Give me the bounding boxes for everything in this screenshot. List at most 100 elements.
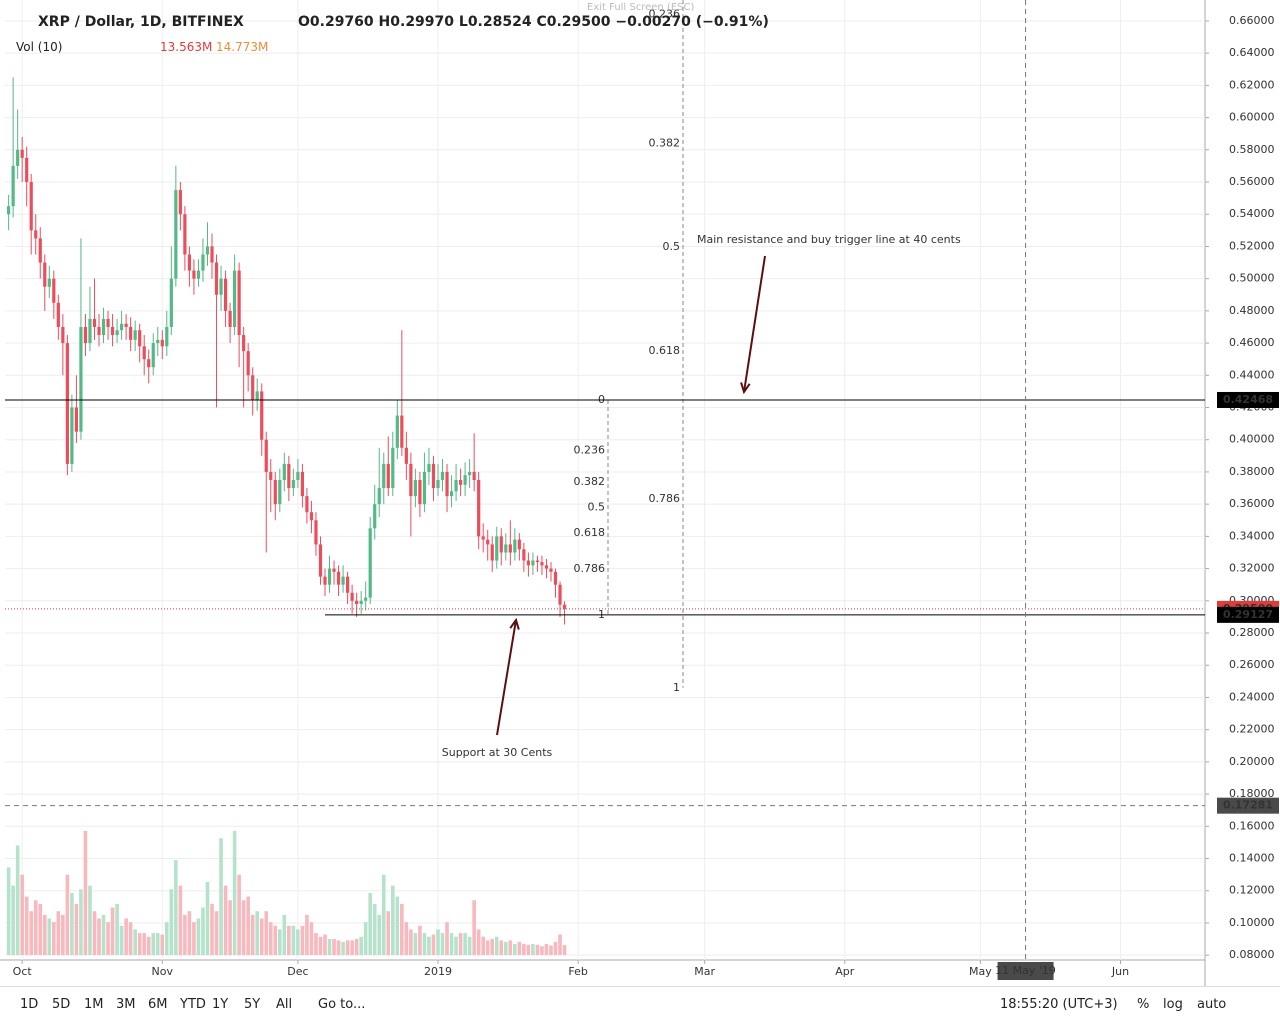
volume-bar: [409, 929, 413, 955]
candle-body: [255, 391, 259, 400]
candle-body: [544, 565, 549, 569]
candle-body: [400, 415, 404, 448]
fib-level: 0.618: [574, 526, 606, 539]
candle-body: [504, 544, 508, 553]
volume-bar: [287, 925, 291, 955]
volume-bar: [418, 925, 422, 955]
candle-body: [47, 278, 51, 287]
fib-level: 0.786: [649, 492, 681, 505]
volume-bar: [56, 911, 61, 955]
y-tick-label: 0.24000: [1229, 690, 1275, 703]
volume-bar: [449, 933, 454, 955]
candle-body: [43, 262, 47, 287]
range-button[interactable]: 1M: [84, 997, 104, 1012]
volume-bar: [354, 938, 359, 955]
candle-body: [449, 491, 454, 497]
volume-bar: [372, 903, 377, 955]
volume-bar: [74, 903, 79, 955]
volume-bar: [531, 944, 535, 955]
volume-bar: [24, 896, 29, 955]
scale-option[interactable]: auto: [1197, 997, 1227, 1012]
candle-body: [377, 488, 381, 505]
volume-bar: [318, 936, 323, 955]
candle-body: [463, 475, 467, 485]
volume-bar: [151, 933, 156, 955]
candle-body: [282, 463, 286, 480]
candle-body: [65, 343, 69, 464]
toolbar: Go to... 18:55:20 (UTC+3) 1D 5D 1M 3M 6M YTD 1…: [0, 986, 1280, 1025]
volume-bar: [155, 933, 160, 955]
candle-body: [251, 375, 255, 400]
x-tick-label: Nov: [152, 965, 174, 978]
candle-body: [472, 471, 476, 480]
volume-bar: [52, 922, 56, 955]
range-button[interactable]: 1Y: [212, 997, 229, 1012]
range-button[interactable]: YTD: [180, 997, 206, 1012]
candle-body: [174, 190, 178, 279]
candle-body: [129, 326, 133, 340]
candle-body: [355, 600, 359, 605]
candle-body: [418, 480, 422, 505]
candle-body: [70, 407, 74, 464]
volume-bar: [508, 940, 513, 955]
candle-body: [187, 254, 192, 271]
volume-bar: [314, 933, 318, 955]
range-button[interactable]: 5D: [52, 997, 71, 1012]
range-button[interactable]: 6M: [148, 997, 168, 1012]
y-tick-label: 0.18000: [1229, 787, 1275, 800]
volume-label[interactable]: Vol (10): [16, 40, 63, 54]
volume-bar: [29, 911, 34, 955]
candle-body: [52, 278, 56, 303]
candle-body: [183, 214, 187, 255]
volume-bar: [386, 911, 391, 955]
volume-bar: [427, 936, 431, 955]
symbol[interactable]: XRP / Dollar, 1D, BITFINEX: [38, 14, 244, 30]
y-tick-label: 0.66000: [1229, 14, 1275, 27]
volume-bar: [282, 914, 287, 955]
candle-body: [445, 471, 449, 497]
fib-level: 0.382: [649, 136, 681, 149]
candle-body: [404, 447, 408, 464]
clock: 18:55:20 (UTC+3): [1000, 997, 1118, 1012]
scale-option[interactable]: log: [1163, 997, 1183, 1012]
volume-bar: [128, 922, 133, 955]
volume-bar: [214, 911, 219, 955]
volume-bar: [187, 911, 192, 955]
ohlc: O0.29760 H0.29970 L0.28524 C0.29500 −0.0…: [298, 14, 769, 30]
y-tick-label: 0.08000: [1229, 948, 1275, 961]
range-button[interactable]: 3M: [116, 997, 136, 1012]
candle-body: [553, 571, 558, 585]
candle-body: [178, 190, 182, 215]
candle-body: [138, 330, 142, 347]
volume-bar: [431, 934, 436, 955]
scale-option[interactable]: %: [1137, 997, 1150, 1012]
candle-body: [192, 270, 196, 279]
candle-body: [522, 549, 526, 561]
candle-body: [517, 539, 521, 550]
volume-bar: [273, 925, 278, 955]
candle-body: [436, 480, 440, 489]
candle-body: [458, 480, 463, 485]
candle-body: [156, 339, 160, 344]
candle-body: [169, 278, 173, 327]
volume-bar: [467, 936, 472, 955]
volume-bar: [413, 933, 418, 955]
goto[interactable]: Go to...: [318, 997, 366, 1012]
range-button[interactable]: 1D: [20, 997, 39, 1012]
candle-body: [422, 471, 427, 505]
candle-body: [499, 536, 503, 553]
candle-body: [332, 568, 336, 572]
volume-bar: [259, 918, 264, 955]
volume-bar: [544, 944, 549, 955]
volume-bar: [499, 940, 504, 955]
range-button[interactable]: 5Y: [244, 997, 261, 1012]
volume-bar: [196, 918, 201, 955]
volume-bar: [115, 903, 119, 955]
exit-fullscreen[interactable]: Exit Full Screen (ESC): [587, 2, 695, 13]
candle-body: [526, 560, 530, 566]
y-tick-label: 0.56000: [1229, 175, 1275, 188]
volume-bar: [436, 929, 440, 955]
candle-body: [454, 480, 458, 492]
volume-bar: [92, 911, 97, 955]
range-button[interactable]: All: [276, 997, 293, 1012]
